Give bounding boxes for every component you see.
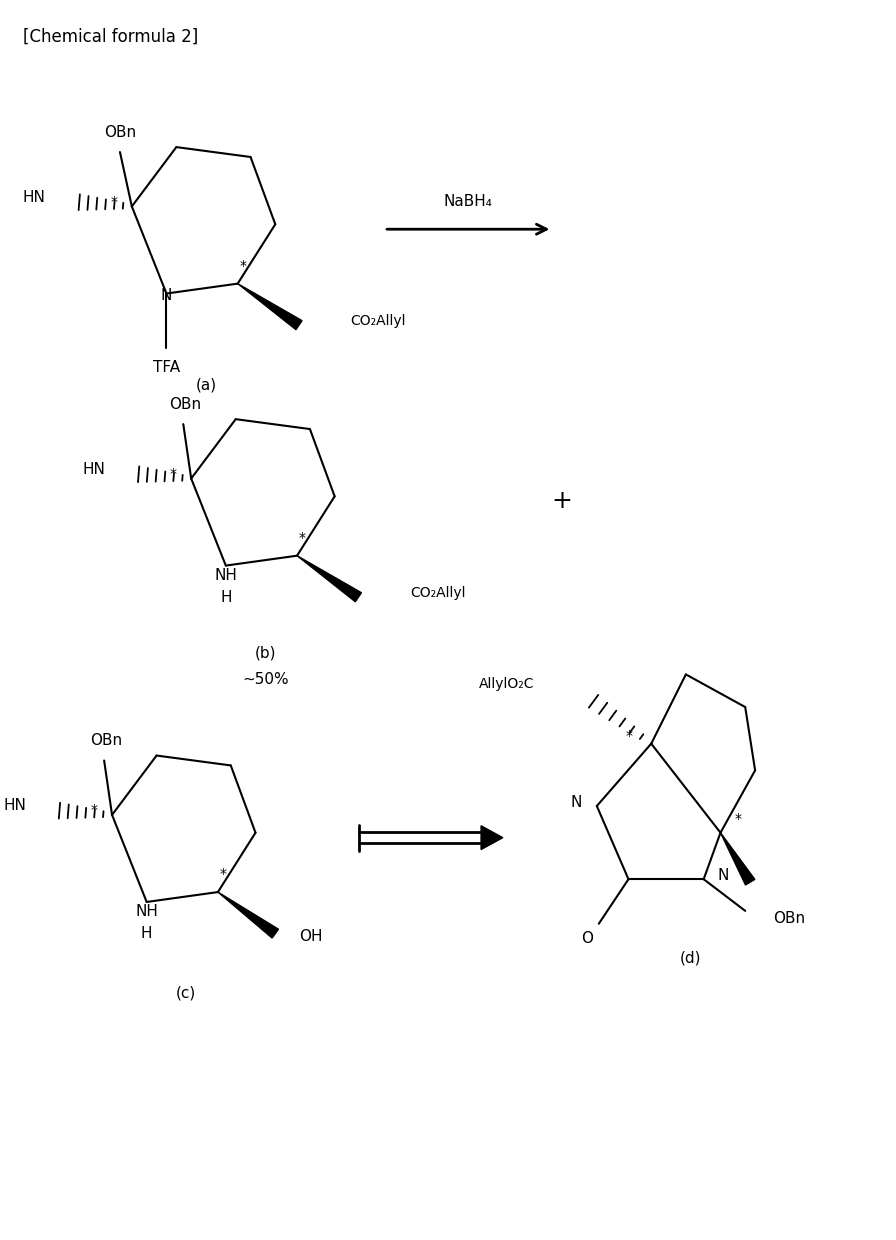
Text: N: N [160, 288, 172, 303]
Text: HN: HN [3, 799, 26, 813]
Polygon shape [720, 833, 754, 885]
Text: *: * [110, 195, 117, 208]
Text: OBn: OBn [773, 911, 805, 926]
Text: HN: HN [82, 463, 105, 477]
Polygon shape [218, 892, 279, 937]
Text: *: * [735, 812, 742, 826]
Polygon shape [237, 284, 302, 330]
Text: *: * [239, 259, 246, 273]
Text: (d): (d) [680, 951, 702, 966]
Text: NH: NH [135, 904, 158, 919]
Text: [Chemical formula 2]: [Chemical formula 2] [23, 27, 198, 46]
Text: HN: HN [23, 190, 46, 205]
Text: O: O [581, 931, 593, 946]
Text: N: N [718, 868, 728, 883]
Text: OBn: OBn [169, 397, 202, 412]
Text: H: H [141, 926, 152, 941]
Text: H: H [220, 590, 231, 605]
Text: OH: OH [299, 929, 323, 944]
Text: *: * [220, 867, 227, 882]
Text: *: * [298, 531, 306, 544]
Text: TFA: TFA [153, 360, 180, 376]
Text: CO₂Allyl: CO₂Allyl [409, 587, 465, 600]
Text: NaBH₄: NaBH₄ [444, 193, 493, 210]
Text: +: + [552, 490, 573, 513]
Text: OBn: OBn [104, 125, 136, 140]
Text: (c): (c) [177, 986, 196, 1001]
Text: ~50%: ~50% [242, 672, 289, 687]
Text: N: N [571, 795, 582, 810]
Text: *: * [90, 804, 98, 817]
Polygon shape [481, 826, 503, 849]
Polygon shape [297, 556, 361, 601]
Text: (b): (b) [254, 645, 276, 660]
Text: *: * [626, 729, 633, 743]
Text: NH: NH [214, 568, 237, 583]
Text: CO₂Allyl: CO₂Allyl [350, 314, 406, 329]
Text: AllylO₂C: AllylO₂C [479, 677, 535, 692]
Text: (a): (a) [195, 377, 217, 392]
Text: OBn: OBn [90, 733, 122, 748]
Text: *: * [170, 466, 177, 481]
